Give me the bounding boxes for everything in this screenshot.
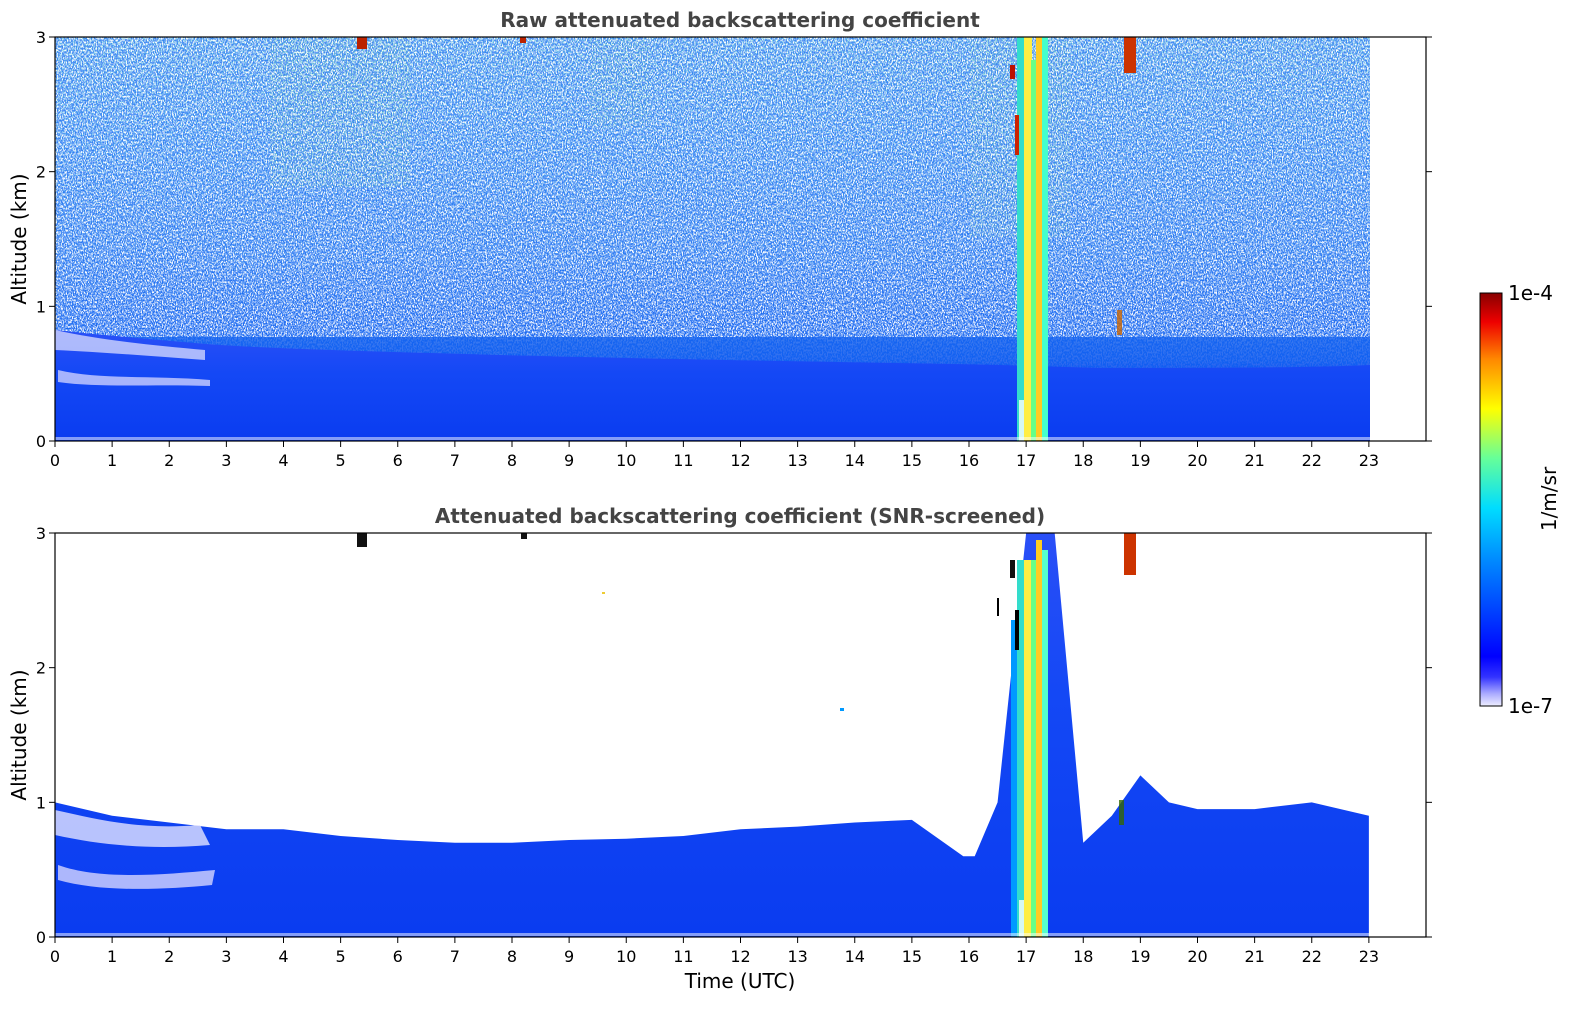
- x-tick-label: 1: [107, 947, 117, 966]
- x-tick-label: 13: [787, 451, 807, 470]
- x-tick-label: 6: [393, 451, 403, 470]
- x-tick-label: 12: [730, 451, 750, 470]
- x-tick-label: 0: [50, 451, 60, 470]
- x-tick-label: 10: [616, 947, 636, 966]
- x-tick-label: 6: [393, 947, 403, 966]
- x-tick-label: 19: [1130, 451, 1150, 470]
- x-tick-label: 18: [1073, 451, 1093, 470]
- colorbar-label: 1/m/sr: [1537, 466, 1561, 531]
- x-tick-label: 2: [164, 947, 174, 966]
- x-tick-label: 18: [1073, 947, 1093, 966]
- x-tick-label: 4: [278, 947, 288, 966]
- y-tick-label: 3: [36, 28, 46, 47]
- x-tick-label: 11: [673, 451, 693, 470]
- x-tick-label: 3: [221, 451, 231, 470]
- raw-backscatter-panel: Raw attenuated backscattering coefficien…: [7, 8, 1432, 470]
- screened-backscatter-panel: Attenuated backscattering coefficient (S…: [7, 504, 1432, 993]
- x-tick-label: 9: [564, 947, 574, 966]
- x-tick-label: 8: [507, 947, 517, 966]
- panel-title: Attenuated backscattering coefficient (S…: [435, 504, 1045, 528]
- y-axis-label: Altitude (km): [7, 669, 31, 800]
- x-tick-label: 22: [1302, 451, 1322, 470]
- x-tick-label: 8: [507, 451, 517, 470]
- x-tick-label: 5: [336, 451, 346, 470]
- heatmap-image: [55, 533, 1426, 937]
- x-tick-label: 9: [564, 451, 574, 470]
- x-tick-label: 16: [959, 451, 979, 470]
- y-tick-label: 2: [36, 163, 46, 182]
- x-tick-label: 17: [1016, 451, 1036, 470]
- x-tick-label: 4: [278, 451, 288, 470]
- y-tick-label: 1: [36, 793, 46, 812]
- x-tick-label: 20: [1187, 947, 1207, 966]
- y-tick-label: 0: [36, 928, 46, 947]
- x-axis: 0 1 2 3 4 5 6 7 8 9 10 11 12 13 14 15 16 17 18 19 20 21 22 23: [50, 441, 1379, 470]
- y-axis-label: Altitude (km): [7, 173, 31, 304]
- x-tick-label: 23: [1359, 947, 1379, 966]
- y-tick-label: 1: [36, 297, 46, 316]
- x-tick-label: 1: [107, 451, 117, 470]
- x-tick-label: 14: [845, 947, 865, 966]
- y-tick-label: 0: [36, 432, 46, 451]
- x-tick-label: 5: [336, 947, 346, 966]
- colorbar: 1e-4 1e-7 1/m/sr: [1479, 281, 1561, 718]
- panel-title: Raw attenuated backscattering coefficien…: [500, 8, 980, 32]
- x-tick-label: 21: [1244, 947, 1264, 966]
- colorbar-min-label: 1e-7: [1508, 694, 1553, 718]
- x-tick-label: 20: [1187, 451, 1207, 470]
- y-axis: 0 1 2 3: [36, 524, 1432, 947]
- heatmap-image: [55, 37, 1370, 441]
- colorbar-gradient: [1479, 292, 1503, 707]
- x-tick-label: 0: [50, 947, 60, 966]
- x-axis-label: Time (UTC): [684, 969, 796, 993]
- x-tick-label: 7: [450, 451, 460, 470]
- x-tick-label: 19: [1130, 947, 1150, 966]
- x-tick-label: 13: [787, 947, 807, 966]
- colorbar-max-label: 1e-4: [1508, 281, 1553, 305]
- x-tick-label: 15: [902, 947, 922, 966]
- x-axis: 0 1 2 3 4 5 6 7 8 9 10 11 12 13 14 15 16 17 18 19 20 21 22 23: [50, 937, 1379, 966]
- y-axis: 0 1 2 3: [36, 28, 1432, 451]
- x-tick-label: 10: [616, 451, 636, 470]
- x-tick-label: 16: [959, 947, 979, 966]
- x-tick-label: 14: [845, 451, 865, 470]
- x-tick-label: 23: [1359, 451, 1379, 470]
- x-tick-label: 17: [1016, 947, 1036, 966]
- x-tick-label: 12: [730, 947, 750, 966]
- x-tick-label: 2: [164, 451, 174, 470]
- x-tick-label: 11: [673, 947, 693, 966]
- y-tick-label: 3: [36, 524, 46, 543]
- x-tick-label: 7: [450, 947, 460, 966]
- x-tick-label: 22: [1302, 947, 1322, 966]
- x-tick-label: 3: [221, 947, 231, 966]
- x-tick-label: 21: [1244, 451, 1264, 470]
- x-tick-label: 15: [902, 451, 922, 470]
- y-tick-label: 2: [36, 659, 46, 678]
